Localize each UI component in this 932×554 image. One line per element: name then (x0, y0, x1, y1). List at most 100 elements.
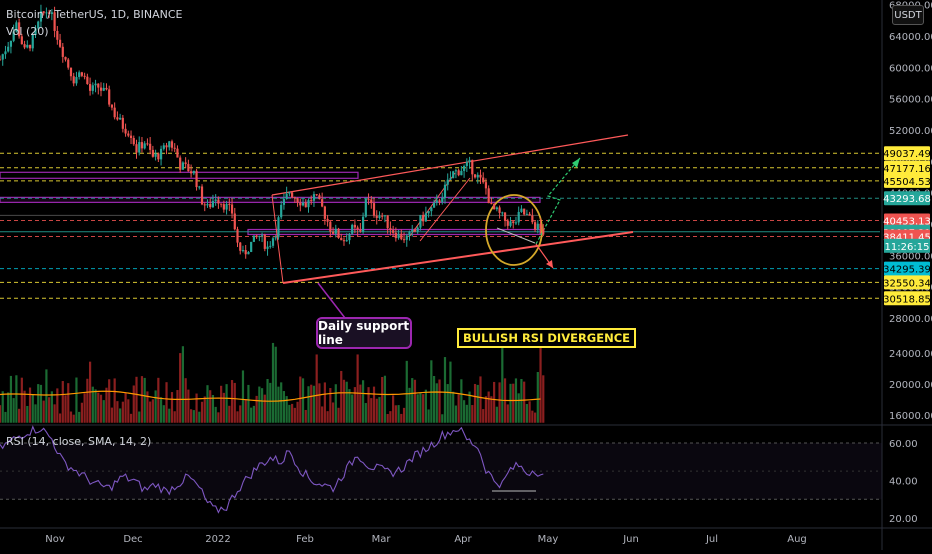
volume-bar (304, 409, 307, 423)
volume-bar (271, 342, 275, 423)
volume-indicator-label[interactable]: Vol (20) (6, 25, 49, 38)
volume-bar (446, 384, 449, 423)
volume-bar (143, 377, 146, 423)
time-tick-label: Aug (787, 534, 807, 545)
volume-bar (159, 397, 163, 423)
candle-body (348, 233, 351, 241)
candle-body (135, 144, 138, 153)
candle-body (340, 238, 343, 241)
volume-bar (110, 407, 114, 423)
volume-bar (468, 391, 471, 423)
candle-body (179, 157, 182, 170)
volume-bar (116, 401, 119, 423)
candle-body (296, 198, 299, 203)
price-tag-bg (884, 213, 930, 228)
volume-bar (214, 406, 217, 423)
candle-body (465, 162, 468, 167)
volume-bar (39, 384, 43, 423)
volume-bar (78, 411, 81, 423)
volume-bar (239, 405, 242, 423)
price-tag-label: 32550.34 (883, 278, 931, 289)
volume-bar (26, 405, 29, 423)
candle-body (378, 215, 381, 218)
candle-body (539, 223, 542, 229)
volume-bar (312, 385, 316, 423)
candle-body (271, 238, 275, 246)
volume-bar (9, 375, 13, 423)
volume-bar (61, 381, 64, 423)
candle-body (416, 227, 419, 232)
candle-body (165, 145, 168, 148)
candle-body (162, 145, 165, 149)
volume-bar (42, 400, 45, 423)
candle-body (260, 234, 264, 236)
candle-body (356, 227, 359, 230)
candle-body (58, 39, 62, 47)
candle-body (361, 216, 365, 232)
volume-bar (405, 360, 408, 423)
volume-bar (389, 411, 392, 423)
volume-ma-line (0, 390, 541, 402)
volume-bar (397, 405, 400, 423)
candle-body (222, 204, 225, 210)
volume-bar (422, 394, 425, 423)
candle-body (370, 199, 373, 204)
volume-bar (64, 395, 67, 423)
volume-bar (53, 404, 56, 423)
candle-body (520, 208, 523, 212)
volume-bar (315, 354, 318, 423)
currency-button[interactable]: USDT (892, 5, 924, 25)
volume-bar (438, 379, 441, 423)
candle-body (321, 199, 324, 207)
price-tag-bg (884, 275, 930, 290)
candle-body (463, 166, 466, 171)
symbol-title[interactable]: Bitcoin / TetherUS, 1D, BINANCE (6, 8, 183, 21)
candle-body (269, 245, 272, 247)
rsi-tick-label: 60.00 (889, 439, 918, 450)
time-tick-label: 2022 (205, 534, 230, 545)
candle-body (402, 239, 406, 241)
rsi-indicator-label[interactable]: RSI (14, close, SMA, 14, 2) (6, 435, 152, 448)
candle-body (50, 12, 53, 14)
rsi-line (0, 425, 544, 514)
candle-body (121, 117, 124, 129)
volume-bar (378, 397, 381, 423)
candle-body (536, 223, 539, 230)
volume-bar (198, 411, 201, 423)
volume-bar (4, 411, 7, 423)
volume-bar (348, 389, 351, 423)
volume-bar (280, 382, 283, 423)
volume-bar (34, 404, 37, 423)
rsi-tick-label: 40.00 (889, 477, 918, 488)
volume-bar (452, 391, 455, 423)
price-tag-label: 40453.13 (883, 216, 931, 227)
volume-bar (168, 408, 171, 423)
projection-arrowhead (572, 158, 580, 168)
volume-bar (353, 387, 356, 423)
volume-bar (20, 377, 23, 423)
candle-body (301, 202, 305, 206)
volume-bar (195, 393, 198, 423)
volume-bar (1, 391, 4, 423)
candle-body (28, 44, 32, 49)
candle-body (230, 204, 234, 214)
volume-bar (269, 382, 272, 423)
candle-body (129, 135, 133, 139)
volume-bar (321, 406, 324, 423)
candle-body (345, 240, 348, 242)
candle-body (359, 229, 362, 232)
volume-bar (220, 385, 223, 423)
volume-bar (113, 378, 116, 423)
bullish-projection-path (535, 157, 581, 245)
candle-body (482, 177, 485, 183)
candle-body (75, 77, 78, 84)
candle-body (495, 207, 498, 210)
volume-bar (67, 383, 70, 423)
volume-bar (457, 394, 460, 423)
volume-bar (326, 411, 329, 423)
candle-body (15, 22, 18, 32)
volume-bar (533, 412, 537, 423)
volume-pane (0, 342, 545, 423)
volume-bar (282, 391, 286, 423)
